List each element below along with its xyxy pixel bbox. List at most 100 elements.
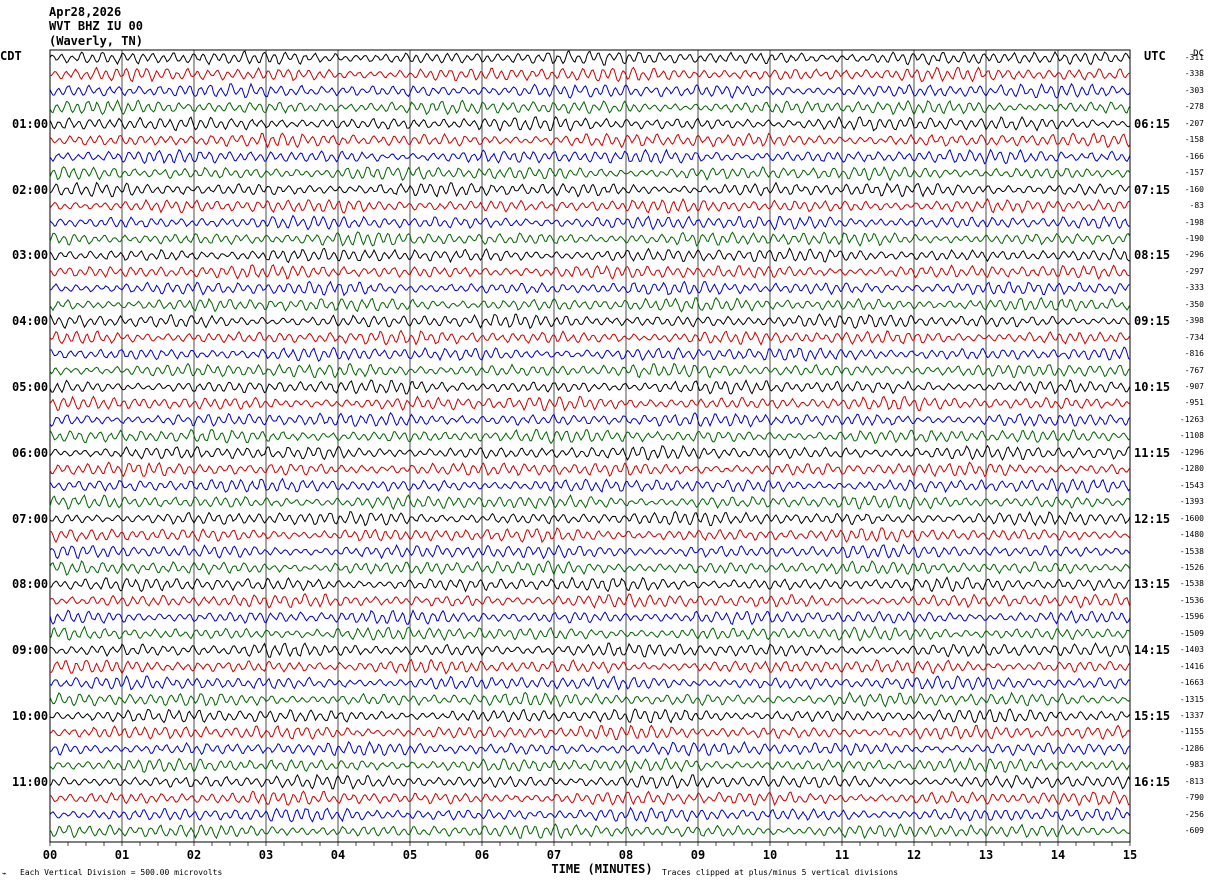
- dc-offset-label: -767: [1184, 365, 1204, 375]
- dc-offset-label: -1538: [1179, 579, 1204, 589]
- dc-offset-label: -1480: [1179, 530, 1204, 540]
- plot-frame: [49, 49, 1131, 843]
- dc-offset-label: -1543: [1179, 480, 1204, 490]
- right-hour-label: 14:15: [1134, 643, 1171, 658]
- seismic-trace: [49, 115, 1131, 132]
- dc-offset-label: -350: [1184, 299, 1204, 309]
- x-tick-label: 03: [258, 848, 274, 862]
- x-tick-label: 13: [978, 848, 994, 862]
- seismic-trace: [49, 329, 1131, 346]
- seismic-trace: [49, 280, 1131, 297]
- seismic-trace: [49, 197, 1131, 214]
- seismic-trace: [49, 379, 1131, 395]
- left-hour-label: 06:00: [12, 445, 49, 460]
- dc-offset-label: -303: [1184, 85, 1204, 95]
- seismic-trace: [49, 724, 1131, 740]
- right-hour-label: 13:15: [1134, 577, 1171, 592]
- x-tick-label: 01: [114, 848, 130, 862]
- dc-offset-label: -1108: [1179, 431, 1204, 441]
- seismic-trace: [49, 231, 1131, 247]
- left-hour-label: 07:00: [12, 511, 49, 526]
- dc-offset-label: -790: [1184, 793, 1204, 803]
- left-hour-label: 11:00: [12, 774, 49, 789]
- left-hour-label: 01:00: [12, 116, 49, 131]
- right-hour-label: 06:15: [1134, 116, 1171, 131]
- x-tick-label: 11: [834, 848, 850, 862]
- clipping-note: Traces clipped at plus/minus 5 vertical …: [662, 868, 899, 877]
- seismic-trace: [49, 625, 1131, 642]
- left-hour-label: 08:00: [12, 577, 49, 592]
- left-hour-label: 03:00: [12, 248, 49, 263]
- right-hour-label: 10:15: [1134, 380, 1171, 394]
- seismic-trace: [49, 642, 1131, 658]
- x-tick-label: 06: [474, 848, 490, 862]
- dc-offset-label: -816: [1184, 349, 1204, 359]
- dc-offset-label: -198: [1184, 217, 1204, 227]
- seismic-trace: [49, 395, 1131, 412]
- dc-offset-label: -333: [1184, 283, 1204, 293]
- dc-offset-label: -1393: [1179, 497, 1204, 507]
- right-hour-label: 12:15: [1134, 511, 1171, 526]
- dc-offset-label: -951: [1184, 398, 1204, 408]
- dc-offset-label: -338: [1184, 69, 1204, 79]
- dc-offset-label: -278: [1184, 102, 1204, 112]
- seismic-trace: [49, 50, 1131, 66]
- seismic-trace: [49, 214, 1131, 231]
- x-tick-label: 09: [690, 848, 706, 862]
- right-hour-label: 16:15: [1134, 774, 1171, 789]
- seismic-trace: [49, 593, 1131, 609]
- seismic-trace: [49, 99, 1131, 116]
- left-hour-label: 05:00: [12, 380, 49, 394]
- left-hour-label: 02:00: [12, 182, 49, 197]
- x-tick-label: 12: [906, 848, 922, 862]
- left-hour-label: 10:00: [12, 709, 49, 723]
- dc-offset-label: -83: [1189, 201, 1204, 211]
- dc-offset-label: -207: [1184, 118, 1204, 128]
- seismic-trace: [49, 806, 1131, 823]
- x-tick-label: 15: [1122, 848, 1138, 862]
- seismic-trace: [49, 773, 1131, 790]
- dc-offset-label: -256: [1184, 809, 1204, 819]
- dc-offset-label: -813: [1184, 776, 1204, 786]
- seismic-trace: [49, 757, 1131, 774]
- x-axis-label: TIME (MINUTES): [551, 862, 653, 876]
- dc-offset-label: -983: [1184, 760, 1204, 770]
- dc-offset-label: -160: [1184, 184, 1204, 194]
- seismic-trace: [49, 560, 1131, 576]
- seismic-trace: [49, 82, 1131, 99]
- seismic-trace: [49, 247, 1131, 264]
- station-code: WVT BHZ IU 00: [49, 19, 143, 33]
- seismic-trace: [49, 428, 1131, 445]
- x-tick-label: 07: [546, 848, 562, 862]
- seismic-trace: [49, 708, 1131, 724]
- seismic-trace: [49, 264, 1131, 280]
- dc-offset-label: -1663: [1179, 678, 1204, 688]
- seismic-trace: [49, 477, 1131, 494]
- dc-offset-label: -1416: [1179, 661, 1204, 671]
- dc-offset-label: -1280: [1179, 464, 1204, 474]
- right-hour-label: 15:15: [1134, 709, 1171, 723]
- seismic-trace: [49, 346, 1131, 362]
- x-tick-label: 02: [186, 848, 202, 862]
- right-hour-label: 08:15: [1134, 248, 1171, 263]
- seismic-trace: [49, 493, 1131, 511]
- seismic-trace: [49, 658, 1131, 675]
- dc-offset-label: -1403: [1179, 645, 1204, 655]
- seismic-trace: [49, 66, 1131, 83]
- seismic-trace: [49, 510, 1131, 527]
- dc-offset-label: -158: [1184, 135, 1204, 145]
- vertical-division-note: Each Vertical Division = 500.00 microvol…: [20, 868, 223, 877]
- dc-offset-label: -297: [1184, 266, 1204, 276]
- seismic-trace: [49, 165, 1131, 182]
- left-timezone-label: CDT: [0, 49, 22, 63]
- dc-offset-label: -1538: [1179, 546, 1204, 556]
- dc-offset-label: -296: [1184, 250, 1204, 260]
- dc-offset-label: -1596: [1179, 612, 1204, 622]
- x-tick-label: 10: [762, 848, 778, 862]
- seismic-trace: [49, 674, 1131, 691]
- x-tick-label: 14: [1050, 848, 1066, 862]
- dc-offset-label: -1286: [1179, 743, 1204, 753]
- seismic-trace: [49, 576, 1131, 593]
- dc-offset-label: -157: [1184, 168, 1204, 178]
